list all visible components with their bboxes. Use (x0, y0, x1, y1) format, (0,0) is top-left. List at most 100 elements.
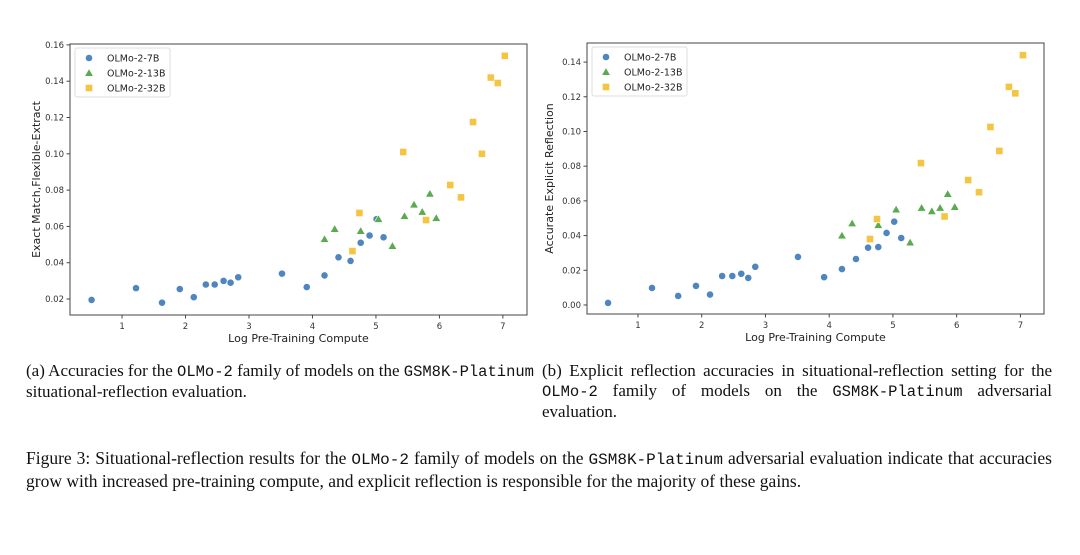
data-point (891, 204, 902, 214)
data-point (737, 269, 746, 278)
data-point (379, 233, 388, 242)
y-tick-label: 0.16 (45, 41, 64, 51)
x-tick-label: 7 (500, 322, 505, 332)
data-point (728, 272, 737, 280)
subfigure-caption-a: (a) Accuracies for the OLMo-2 family of … (26, 361, 534, 402)
data-point (873, 220, 884, 229)
data-point (409, 199, 419, 209)
x-tick-label: 5 (373, 322, 378, 332)
data-point (986, 123, 995, 131)
data-point (917, 159, 925, 167)
data-point (329, 223, 340, 233)
x-axis-label: Log Pre-Training Compute (745, 331, 886, 344)
plot-area-frame (586, 42, 1045, 315)
legend-item: OLMo-2-32B (602, 83, 682, 94)
data-point (838, 265, 846, 273)
y-axis-label: Accurate Explicit Reflection (543, 103, 556, 253)
caption-text: family of models on the (232, 361, 404, 380)
caption-text: family of models on the (597, 381, 833, 400)
data-point (457, 193, 465, 202)
data-point (706, 290, 714, 299)
y-tick-label: 0.00 (562, 301, 581, 311)
y-tick-label: 0.08 (45, 186, 64, 196)
data-point (355, 209, 364, 217)
data-point (346, 257, 355, 265)
data-point (210, 280, 219, 289)
data-point (348, 247, 357, 256)
caption-model-name: OLMo-2 (542, 383, 598, 401)
data-point (319, 234, 330, 243)
data-point (864, 243, 872, 252)
y-axis: 0.02 0.04 0.06 0.08 0.10 0.12 0.14 0.16 (45, 41, 70, 305)
data-point (399, 148, 408, 156)
plot-area-frame (69, 43, 528, 316)
data-point (897, 234, 906, 242)
triangle-marker-icon (601, 66, 611, 76)
data-point (935, 202, 946, 212)
data-point (87, 296, 96, 304)
data-point (486, 73, 495, 82)
legend-label: OLMo-2-7B (624, 53, 676, 64)
square-marker-icon (85, 84, 93, 92)
caption-model-name: OLMo-2 (177, 363, 233, 381)
y-tick-label: 0.10 (45, 150, 64, 160)
x-tick-label: 5 (890, 321, 895, 331)
data-point (158, 298, 166, 307)
data-point (355, 225, 366, 235)
data-point (975, 188, 983, 197)
data-point (674, 292, 683, 300)
legend: OLMo-2-7B OLMo-2-13B OLMo-2-32B (591, 46, 688, 97)
x-tick-label: 6 (954, 321, 959, 331)
figure-caption: Figure 3: Situational-reflection results… (26, 448, 1052, 492)
x-tick-label: 4 (826, 321, 831, 331)
caption-text: adversarial evaluation. (542, 381, 1052, 421)
data-point (424, 188, 435, 198)
series-olmo-2-7b (87, 215, 388, 307)
legend-box (74, 47, 171, 98)
data-point (718, 272, 727, 280)
data-point (373, 214, 384, 223)
x-tick-label: 1 (119, 322, 124, 332)
legend-item: OLMo-2-7B (85, 54, 159, 65)
data-point (1011, 89, 1020, 98)
data-point (873, 215, 881, 223)
data-point (478, 149, 486, 158)
x-tick-label: 6 (437, 322, 442, 332)
series-olmo-2-32b (348, 51, 509, 256)
data-point (365, 231, 374, 240)
y-tick-label: 0.08 (562, 162, 581, 172)
legend-label: OLMo-2-32B (624, 83, 682, 94)
caption-text: (b) Explicit reflection accuracies in si… (542, 361, 1052, 380)
data-point (964, 176, 973, 184)
caption-dataset-name: GSM8K-Platinum (403, 363, 534, 381)
data-point (882, 229, 891, 237)
x-axis: 1 2 3 4 5 6 7 (119, 315, 506, 332)
data-point (493, 79, 502, 87)
data-point (278, 269, 286, 278)
y-tick-label: 0.14 (562, 58, 581, 68)
caption-dataset-name: GSM8K-Platinum (588, 451, 723, 469)
square-marker-icon (602, 83, 610, 91)
x-tick-label: 2 (183, 322, 188, 332)
data-point (399, 211, 410, 220)
data-point (132, 284, 140, 293)
data-point (189, 293, 198, 302)
data-point (820, 273, 829, 282)
series-olmo-2-32b (866, 51, 1027, 243)
data-point (201, 280, 210, 289)
data-point (905, 237, 916, 247)
data-point (320, 271, 329, 280)
data-point (446, 181, 455, 189)
legend-label: OLMo-2-32B (107, 84, 165, 95)
caption-model-name: OLMo-2 (351, 451, 409, 469)
subfigure-caption-b: (b) Explicit reflection accuracies in si… (542, 361, 1052, 422)
data-point (866, 235, 874, 243)
x-tick-label: 1 (635, 321, 640, 331)
y-tick-label: 0.02 (45, 295, 64, 305)
data-point (852, 255, 860, 263)
data-point (234, 273, 243, 282)
y-tick-label: 0.14 (45, 77, 64, 87)
legend-label: OLMo-2-13B (107, 69, 165, 80)
